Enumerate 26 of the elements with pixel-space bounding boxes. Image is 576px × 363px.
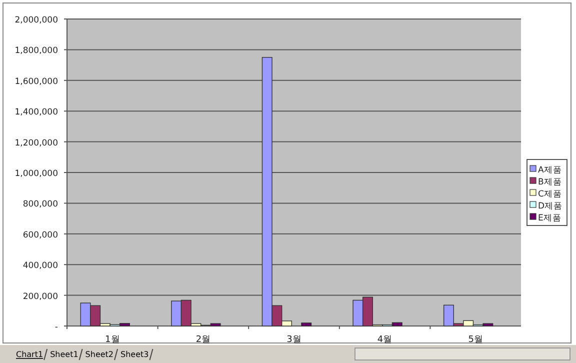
y-tick-label: 1,200,000 bbox=[14, 138, 58, 148]
y-tick-label: 400,000 bbox=[22, 261, 58, 272]
x-tick-label: 5월 bbox=[468, 335, 483, 345]
y-tick-label: 600,000 bbox=[22, 230, 58, 240]
legend-label: A제품 bbox=[538, 166, 562, 176]
y-tick-label: 1,400,000 bbox=[14, 108, 58, 118]
legend-label: D제품 bbox=[538, 202, 563, 212]
legend-label: C제품 bbox=[538, 190, 562, 200]
x-tick-label: 4월 bbox=[377, 335, 392, 345]
y-tick-label: 2,000,000 bbox=[14, 16, 58, 26]
y-tick-label: 1,800,000 bbox=[14, 46, 58, 56]
y-tick-label: 1,000,000 bbox=[14, 169, 58, 179]
text: Sheet3 bbox=[120, 350, 149, 359]
y-tick-label: 200,000 bbox=[22, 292, 58, 302]
x-tick-label: 1월 bbox=[105, 335, 120, 345]
y-tick-label: - bbox=[54, 322, 58, 332]
caption: Chart1 bbox=[16, 350, 44, 359]
x-tick-label: 2월 bbox=[196, 335, 211, 345]
x-tick-label: 3월 bbox=[286, 335, 302, 345]
bar bbox=[301, 322, 312, 326]
legend-label: E제품 bbox=[538, 214, 562, 224]
legend-label: B제품 bbox=[538, 178, 562, 188]
y-tick-label: 1,600,000 bbox=[14, 76, 58, 87]
y-tick-label: 800,000 bbox=[22, 200, 58, 210]
text: Sheet1 bbox=[50, 350, 78, 359]
text: Sheet2 bbox=[85, 350, 114, 359]
